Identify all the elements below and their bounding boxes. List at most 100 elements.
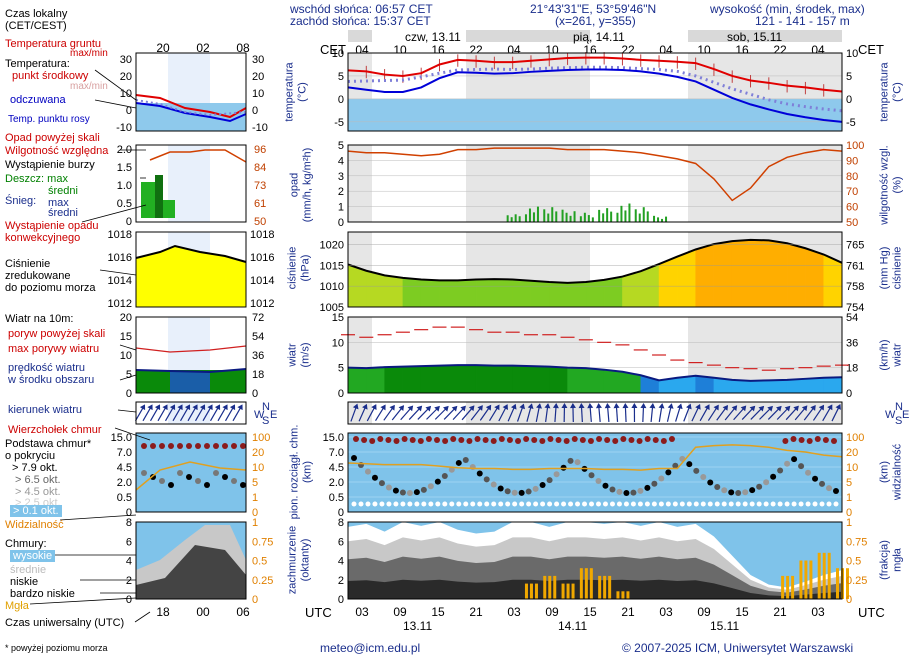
mini-wind-tick-right-2: 36 bbox=[252, 350, 264, 362]
mini-pressure-fill bbox=[136, 246, 246, 307]
wind-arrow-head-36 bbox=[667, 403, 674, 409]
wind-fill-21 bbox=[731, 379, 751, 394]
cloud-base-low-dot-10 bbox=[421, 501, 427, 507]
cloud-base-dot-25 bbox=[525, 488, 532, 495]
fog-bar-24-1 bbox=[786, 575, 790, 599]
fog-bar-14-0 bbox=[598, 575, 602, 599]
cloud-top-dot-27 bbox=[571, 436, 578, 442]
mini-pressure-tick-left-3: 1012 bbox=[108, 298, 132, 310]
mini-temp-tick-left-3: 0 bbox=[126, 105, 132, 117]
night-direction-1 bbox=[466, 402, 590, 424]
rain-bar-15-3 bbox=[628, 203, 631, 222]
mini-wind-arrow-head-12 bbox=[229, 404, 236, 411]
precip-tick-left-1: 4 bbox=[338, 155, 344, 167]
wind-arrow-15 bbox=[479, 404, 492, 421]
pressure-fill-2 bbox=[384, 275, 404, 308]
cloud-base-dot-68 bbox=[826, 485, 833, 492]
legend-cloud-top: Wierzchołek chmur bbox=[8, 424, 102, 436]
cloud-base-dot-12 bbox=[434, 478, 441, 485]
mini-border-clouds bbox=[135, 521, 247, 600]
wind-arrow-36 bbox=[666, 403, 674, 422]
compass-s: S bbox=[895, 415, 902, 427]
precip-tick-left-2: 3 bbox=[338, 171, 344, 183]
temp-tick-left-3: -5 bbox=[334, 117, 344, 129]
mini-wind-tick-left-3: 5 bbox=[126, 369, 132, 381]
leader-line-6 bbox=[119, 344, 137, 351]
wind-arrow-head-9 bbox=[434, 405, 440, 412]
panel-border-temperature bbox=[347, 52, 843, 132]
cloud-base-dot-3 bbox=[371, 474, 378, 481]
wind-fill-6 bbox=[457, 364, 477, 394]
hour-bottom-3: 21 bbox=[469, 605, 483, 619]
mini-vis-tick-right-4: 1 bbox=[252, 492, 258, 504]
hum-ylabel-right-line-0: wilgotność wzgl. bbox=[879, 145, 891, 225]
cloud-base-dot-46 bbox=[672, 462, 679, 469]
hour-bottom-5: 09 bbox=[545, 605, 559, 619]
footnote: * powyżej poziomu morza bbox=[5, 643, 108, 653]
pressure-tick-right-1: 761 bbox=[846, 260, 864, 272]
mini-hum-tick-4: 50 bbox=[254, 216, 266, 228]
mini-precip-tick-2: 1.0 bbox=[117, 180, 132, 192]
compass-n: N bbox=[895, 401, 903, 413]
pressure-fill-24 bbox=[786, 242, 806, 308]
mini-temp-tick-right-0: 30 bbox=[252, 54, 264, 66]
utc-label-right: UTC bbox=[858, 605, 885, 620]
mini-cloud-base-10 bbox=[231, 478, 237, 484]
cloud-base-dot-9 bbox=[413, 489, 420, 496]
cloud-base-dot-53 bbox=[721, 487, 728, 494]
vis-tick-right-3: 5 bbox=[846, 477, 852, 489]
wind-arrow-4 bbox=[383, 404, 395, 421]
cloud-base-low-dot-17 bbox=[470, 501, 476, 507]
wind-arrow-10 bbox=[434, 405, 449, 420]
leader-line-8 bbox=[117, 409, 137, 413]
wind-fill-12 bbox=[567, 367, 587, 394]
mini-temp-tick-left-1: 20 bbox=[120, 71, 132, 83]
cloud-base-low-dot-16 bbox=[463, 501, 469, 507]
cloud-base-dot-48 bbox=[686, 461, 693, 468]
wind-ylabel-right: (km/h) wiatr bbox=[879, 339, 904, 370]
pressure-tick-left-1: 1015 bbox=[320, 260, 344, 272]
contact-email[interactable]: meteo@icm.edu.pl bbox=[320, 641, 421, 655]
mini-fog-tick-right-2: 0.5 bbox=[252, 556, 267, 568]
cloud-top-dot-31 bbox=[604, 437, 611, 443]
cloud-top-dot-32 bbox=[612, 438, 619, 444]
wind-arrow-20 bbox=[526, 403, 534, 422]
cloud-top-dot-54 bbox=[790, 436, 797, 442]
cloud-base-dot-13 bbox=[441, 473, 448, 480]
legend-cloud-vlow: bardzo niskie bbox=[10, 588, 75, 600]
panel-border-wind bbox=[347, 316, 843, 394]
cloud-base-low-dot-14 bbox=[449, 501, 455, 507]
mini-cloud-top-5 bbox=[186, 443, 192, 449]
wind-arrow-48 bbox=[767, 405, 782, 420]
wind-arrow-head-34 bbox=[649, 403, 656, 409]
cloud-base-dot-43 bbox=[651, 480, 658, 487]
wind-arrow-30 bbox=[613, 403, 620, 423]
mini-precip-tick-4: 0 bbox=[126, 216, 132, 228]
precip-tick-left-4: 1 bbox=[338, 202, 344, 214]
cloud-top-dot-2 bbox=[369, 438, 376, 444]
hour-bottom-4: 03 bbox=[507, 605, 521, 619]
wind-arrow-head-43 bbox=[731, 405, 738, 412]
mini-cloud-top-1 bbox=[150, 443, 156, 449]
elevation-values: 121 - 141 - 157 m bbox=[755, 14, 850, 28]
legend-visibility: Widzialność bbox=[5, 519, 64, 531]
mini-wind-tick-right-0: 72 bbox=[252, 312, 264, 324]
mini-pressure-tick-right-3: 1012 bbox=[250, 298, 274, 310]
mini-cloud-tick-left-1: 6 bbox=[126, 536, 132, 548]
cloud-base-low-dot-22 bbox=[505, 501, 511, 507]
mini-temp-apparent bbox=[135, 102, 247, 123]
cloud-base-dot-37 bbox=[609, 486, 616, 493]
mini-wind-arrow-head-9 bbox=[207, 404, 213, 411]
wind-arrow-head-52 bbox=[810, 405, 816, 411]
cloud-top-dot-39 bbox=[668, 436, 675, 442]
sunset-text: zachód słońca: 15:37 CET bbox=[290, 14, 431, 28]
fog-bar-26-1 bbox=[822, 552, 826, 599]
cloud-base-dot-69 bbox=[833, 488, 839, 495]
rain-bar-9-2 bbox=[514, 214, 517, 222]
wind-arrow-42 bbox=[716, 404, 729, 421]
panel-border-pressure bbox=[347, 231, 843, 308]
wind-fill-1 bbox=[366, 366, 385, 394]
day-bottom-1: 14.11 bbox=[558, 619, 587, 633]
cloud-top-dot-15 bbox=[474, 436, 481, 442]
temp-tick-right-3: -5 bbox=[846, 117, 856, 129]
